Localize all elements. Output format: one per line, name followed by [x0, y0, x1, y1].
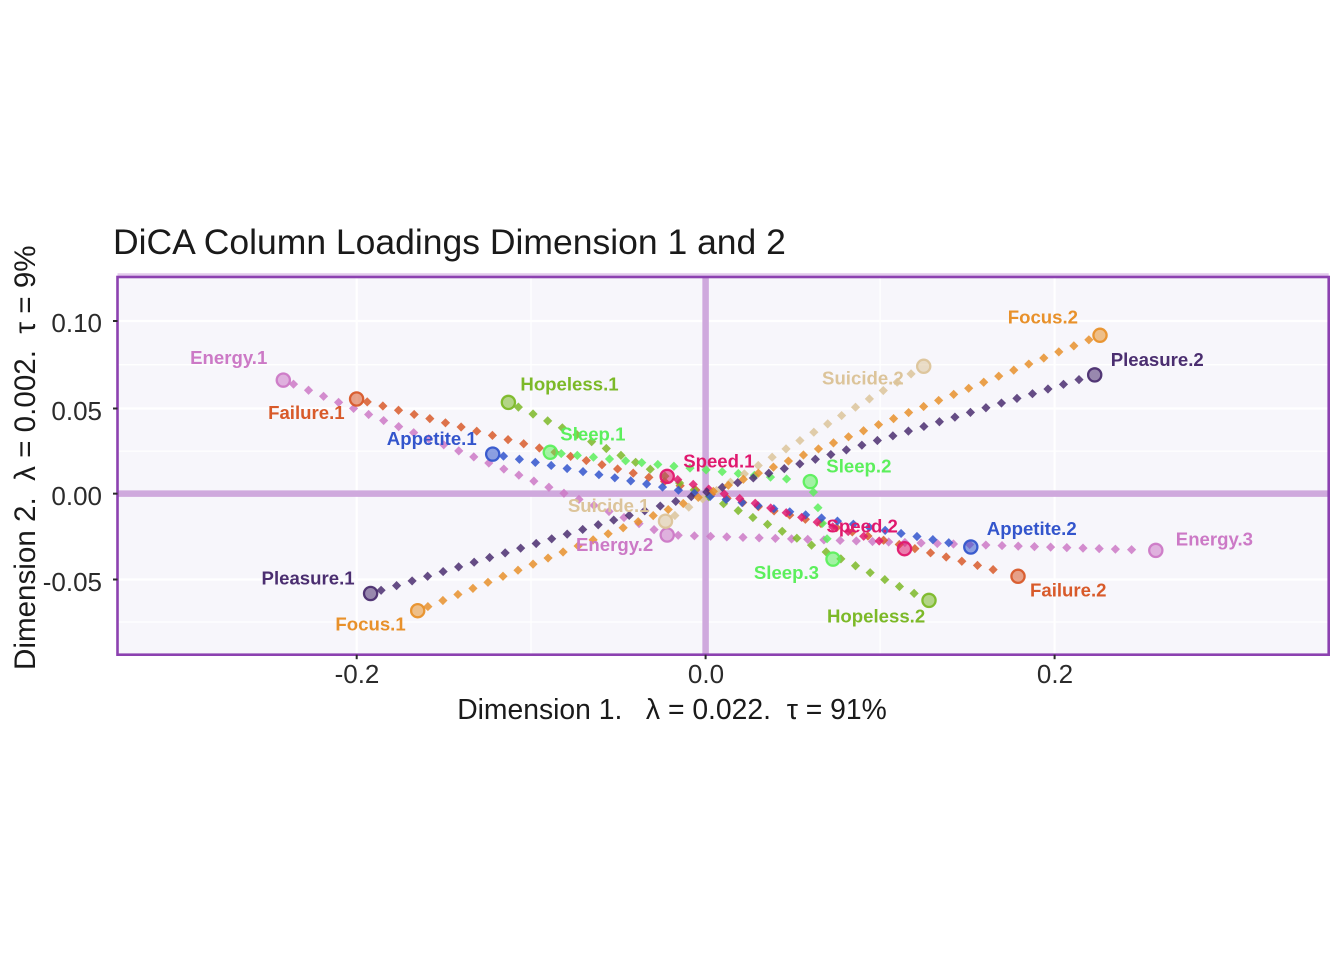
svg-text:Suicide.1: Suicide.1 — [568, 495, 650, 516]
svg-text:Focus.1: Focus.1 — [335, 614, 405, 635]
svg-text:Speed.1: Speed.1 — [683, 450, 754, 471]
svg-text:Focus.2: Focus.2 — [1008, 306, 1078, 327]
svg-text:Energy.2: Energy.2 — [576, 534, 653, 555]
svg-text:Appetite.1: Appetite.1 — [387, 428, 477, 449]
svg-text:Energy.3: Energy.3 — [1176, 528, 1253, 549]
svg-text:Pleasure.2: Pleasure.2 — [1111, 349, 1204, 370]
svg-text:Pleasure.1: Pleasure.1 — [262, 568, 355, 589]
svg-text:Speed.2: Speed.2 — [827, 516, 898, 537]
svg-text:Hopeless.1: Hopeless.1 — [520, 373, 618, 394]
svg-text:Appetite.2: Appetite.2 — [987, 518, 1077, 539]
svg-text:Sleep.3: Sleep.3 — [754, 562, 819, 583]
svg-text:Failure.2: Failure.2 — [1030, 579, 1106, 600]
svg-text:Energy.1: Energy.1 — [190, 347, 267, 368]
svg-text:Suicide.2: Suicide.2 — [822, 367, 904, 388]
svg-text:Sleep.2: Sleep.2 — [826, 456, 891, 477]
svg-text:Sleep.1: Sleep.1 — [560, 423, 625, 444]
svg-text:Failure.1: Failure.1 — [268, 402, 344, 423]
svg-text:Hopeless.2: Hopeless.2 — [827, 605, 925, 626]
